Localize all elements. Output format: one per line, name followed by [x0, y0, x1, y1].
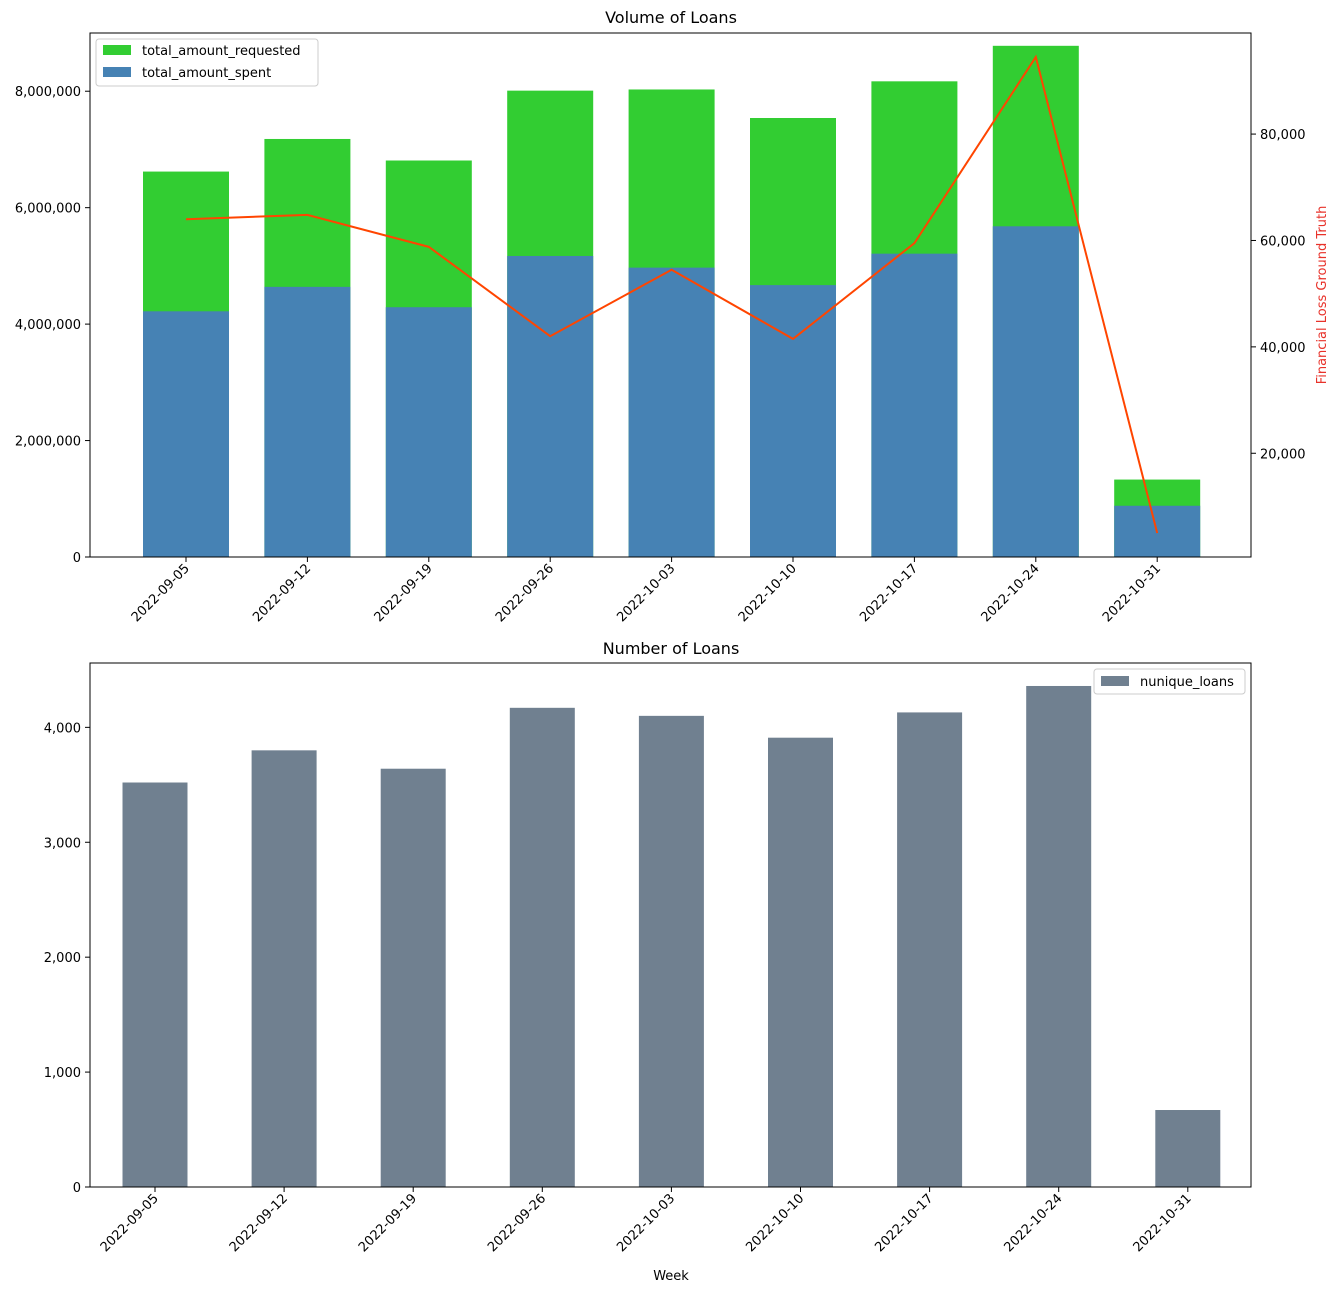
- legend: total_amount_requested total_amount_spen…: [95, 38, 319, 87]
- y-axis-ticks: 0 1,000 2,000 3,000 4,000: [44, 721, 90, 1196]
- legend-swatch-nunique-loans: [1101, 676, 1129, 686]
- bar-spent: [385, 307, 472, 557]
- x-tick-label: 2022-10-17: [857, 561, 921, 625]
- spent-bars: [143, 226, 1201, 558]
- x-tick-label: 2022-09-19: [372, 561, 436, 625]
- x-tick-label: 2022-09-12: [227, 1191, 291, 1255]
- x-tick-label: 2022-09-12: [250, 561, 314, 625]
- legend-label-nunique-loans: nunique_loans: [1140, 675, 1234, 690]
- financial-loss-line-group: [185, 54, 1159, 534]
- y2-tick-label: 80,000: [1260, 128, 1306, 143]
- right-y-axis-ticks: 20,000 40,000 60,000 80,000: [1251, 128, 1306, 462]
- x-tick-label: 2022-10-03: [614, 561, 678, 625]
- bar-spent: [992, 226, 1079, 557]
- bar-spent: [871, 253, 958, 557]
- bar-nunique-loans: [897, 712, 963, 1187]
- x-tick-label: 2022-10-31: [1131, 1191, 1195, 1255]
- bar-nunique-loans: [122, 782, 188, 1187]
- legend: nunique_loans: [1093, 668, 1246, 695]
- x-tick-label: 2022-09-19: [356, 1191, 420, 1255]
- financial-loss-line: [185, 54, 1159, 534]
- bar-nunique-loans: [1026, 685, 1092, 1187]
- x-tick-label: 2022-09-26: [485, 1191, 549, 1255]
- chart-title: Volume of Loans: [605, 8, 737, 27]
- x-tick-label: 2022-10-31: [1100, 561, 1164, 625]
- left-y-axis-ticks: 0 2,000,000 4,000,000 6,000,000 8,000,000: [15, 85, 90, 566]
- x-axis-label: Week: [653, 1269, 689, 1284]
- x-axis-ticks: 2022-09-05 2022-09-12 2022-09-19 2022-09-26…: [98, 1187, 1195, 1255]
- x-tick-label: 2022-10-10: [736, 561, 800, 625]
- bar-nunique-loans: [509, 707, 575, 1187]
- y2-tick-label: 40,000: [1260, 341, 1306, 356]
- y-tick-label: 3,000: [44, 836, 81, 851]
- volume-of-loans-chart: Volume of Loans 0 2,000,000 4,000,000 6,000…: [15, 8, 1330, 625]
- x-axis-ticks: 2022-09-05 2022-09-12 2022-09-19 2022-09-26…: [129, 557, 1164, 625]
- bar-nunique-loans: [251, 750, 317, 1187]
- bar-spent: [507, 255, 594, 558]
- legend-label-requested: total_amount_requested: [142, 44, 301, 59]
- x-tick-label: 2022-10-24: [979, 561, 1043, 625]
- y-tick-label: 2,000,000: [15, 435, 81, 450]
- bar-spent: [264, 286, 351, 557]
- legend-label-spent: total_amount_spent: [142, 66, 271, 81]
- bar-nunique-loans: [380, 768, 446, 1187]
- plot-frame: [89, 662, 1252, 1188]
- y-tick-label: 4,000: [44, 721, 81, 736]
- legend-swatch-requested: [103, 45, 131, 55]
- x-tick-label: 2022-09-26: [493, 561, 557, 625]
- y-tick-label: 8,000,000: [15, 85, 81, 100]
- legend-swatch-spent: [103, 67, 131, 77]
- y-tick-label: 0: [73, 1181, 81, 1196]
- bar-spent: [628, 267, 715, 557]
- legend-box: [1093, 668, 1246, 695]
- x-tick-label: 2022-10-24: [1001, 1191, 1065, 1255]
- bar-nunique-loans: [768, 737, 833, 1187]
- plot-frame: [89, 32, 1252, 558]
- x-tick-label: 2022-10-17: [872, 1191, 936, 1255]
- y-tick-label: 4,000,000: [15, 318, 81, 333]
- y-tick-label: 1,000: [44, 1066, 81, 1081]
- right-y-axis-label: Financial Loss Ground Truth: [1315, 206, 1330, 385]
- bar-spent: [750, 285, 836, 557]
- y-tick-label: 2,000: [44, 951, 81, 966]
- bar-nunique-loans: [1155, 1110, 1221, 1187]
- bar-nunique-loans: [638, 715, 704, 1187]
- x-tick-label: 2022-10-10: [743, 1191, 807, 1255]
- y-tick-label: 0: [73, 551, 81, 566]
- x-tick-label: 2022-09-05: [98, 1191, 162, 1255]
- legend-box: [95, 38, 319, 87]
- x-tick-label: 2022-09-05: [129, 561, 193, 625]
- y-tick-label: 6,000,000: [15, 202, 81, 217]
- y2-tick-label: 60,000: [1260, 234, 1306, 249]
- nunique-loans-bars: [122, 685, 1221, 1187]
- bar-spent: [143, 311, 229, 557]
- number-of-loans-chart: Number of Loans 0 1,000 2,000 3,000 4,000 20…: [44, 639, 1252, 1284]
- chart-title: Number of Loans: [603, 639, 740, 658]
- y2-tick-label: 20,000: [1260, 447, 1306, 462]
- x-tick-label: 2022-10-03: [614, 1191, 678, 1255]
